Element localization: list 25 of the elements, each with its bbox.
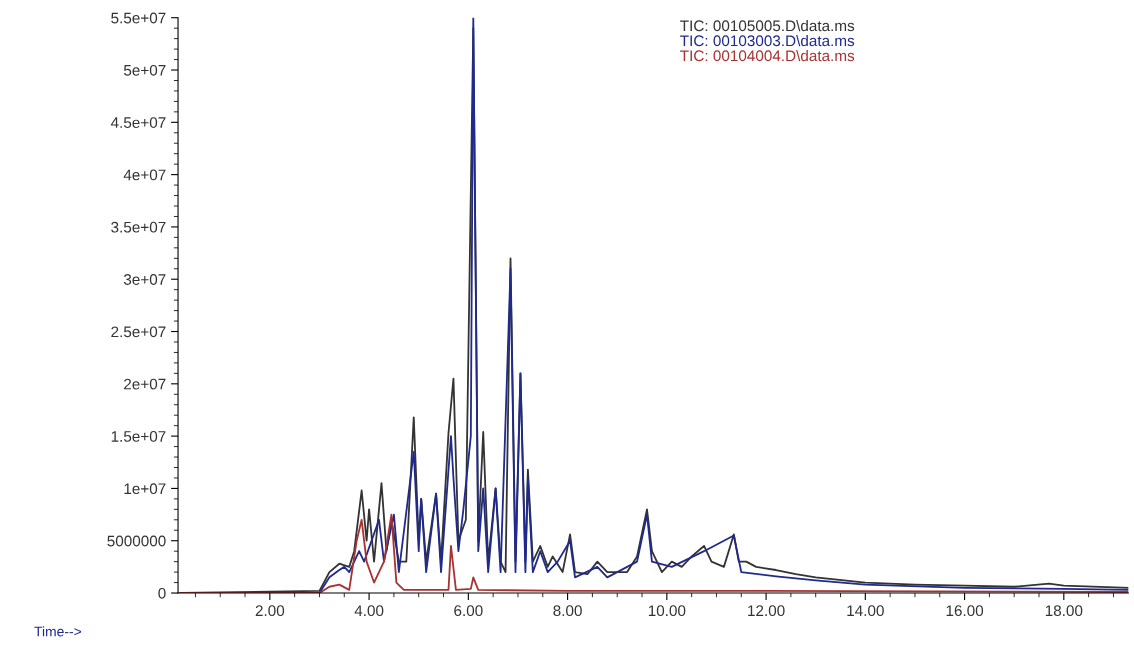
y-tick-label: 5000000 [107,535,166,547]
y-tick-label: 4e+07 [123,169,166,181]
x-tick-label: 18.00 [1045,605,1083,617]
y-tick-label: 3.5e+07 [111,221,166,233]
x-tick-label: 2.00 [255,605,285,617]
text: TIC: 00104004.D\data.ms [680,49,855,62]
y-tick-label: 3e+07 [123,274,166,285]
x-tick-label: 6.00 [454,605,483,617]
y-tick-label: 2e+07 [124,378,166,390]
text: TIC: 00103003.D\data.ms [680,34,855,47]
x-tick-label: 14.00 [847,605,884,617]
x-tick-label: 8.00 [553,605,582,617]
x-tick-label: 10.00 [648,605,686,617]
y-tick-label: 5e+07 [123,64,166,76]
x-tick-label: 16.00 [946,605,984,617]
text: TIC: 00105005.D\data.ms [680,19,855,32]
y-tick-label: 4.5e+07 [110,117,166,128]
y-tick-label: 1.5e+07 [111,430,166,442]
x-tick-label: 4.00 [354,605,384,617]
y-tick-label: 0 [158,587,166,599]
x-tick-label: 12.00 [748,605,785,617]
y-tick-label: 2.5e+07 [111,326,166,338]
y-tick-label: 1e+07 [124,483,166,495]
x-axis-title: Time--> [34,626,82,637]
y-tick-label: 5.5e+07 [111,12,166,24]
